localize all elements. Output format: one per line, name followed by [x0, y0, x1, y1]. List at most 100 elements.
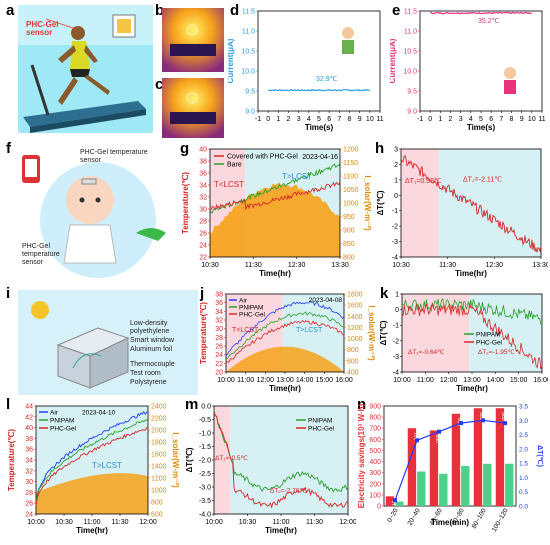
expenditure-bar: [461, 466, 470, 506]
y-tick-label: -1: [393, 323, 399, 330]
x-tick-label: 10:30: [392, 262, 410, 269]
delta-t2-annotation: ΔT₂=-2.11℃: [463, 176, 502, 183]
label-smart-window: Smart window: [130, 337, 174, 344]
x-tick-label: 13:00: [463, 377, 481, 384]
legend-label: Covered with PHC-Gel: [227, 154, 298, 161]
plot-frame: [383, 405, 517, 507]
x-tick-label: 10:00: [27, 519, 45, 526]
baby-sensor-image: [22, 155, 166, 278]
y-tick-label: 11.0: [242, 29, 255, 36]
electricity-bar: [407, 428, 417, 506]
y2-tick-label: 3.5: [519, 404, 528, 411]
y2-tick-label: 800: [343, 255, 355, 262]
x-tick-label: 11:00: [84, 519, 101, 526]
y2-tick-label: 2.0: [519, 446, 528, 453]
x-tick-label: 13:30: [331, 262, 349, 269]
y-tick-label: 36: [25, 447, 33, 454]
x-tick-label: 14:00: [487, 377, 505, 384]
x-tick-label: 10:30: [201, 262, 219, 269]
x-tick-label: 11:00: [273, 519, 290, 526]
x-tick-label: -1: [417, 116, 423, 123]
y-axis-label: ΔT(℃): [376, 190, 385, 215]
figure-body-icon: [342, 40, 354, 54]
panel-letter-a: a: [6, 2, 15, 19]
x-tick-label: 15:00: [510, 377, 528, 384]
y2-tick-label: 400: [347, 370, 359, 377]
bar-data-label: 880: [500, 412, 506, 421]
panel-letter-j: j: [200, 285, 205, 302]
delta-t-series-line: [213, 412, 349, 509]
y-tick-label: -2: [392, 224, 398, 231]
y2-tick-label: 1000: [151, 488, 167, 495]
delta-t-series-line: [213, 409, 349, 493]
panel-letter-f: f: [6, 140, 11, 157]
x-tick-label: 11:00: [237, 377, 254, 384]
delta-t2-annotation: ΔT₂=-2.76℃: [270, 487, 307, 494]
x-tick-label: 0: [266, 116, 270, 123]
x-axis-label: Time(hr): [269, 384, 301, 393]
x-tick-label: 5: [317, 116, 321, 123]
y-tick-label: 26: [25, 501, 33, 508]
x-axis-label: Time(hr): [259, 269, 291, 278]
x-tick-label: 3: [459, 116, 463, 123]
y2-tick-label: 1050: [343, 187, 359, 194]
x-axis-label: Time(hr): [456, 384, 488, 393]
panel-letter-g: g: [180, 140, 190, 157]
delta-t-marker: [503, 421, 507, 426]
y-axis-label: Electricity savings(10³ W·h): [357, 403, 366, 508]
x-tick-label: 3: [297, 116, 301, 123]
y-tick-label: 44: [25, 404, 33, 411]
x-tick-label: 13:00: [276, 377, 294, 384]
delta-t1-annotation: ΔT₁=-0.64℃: [408, 349, 445, 356]
panel-letter-m: m: [185, 396, 199, 413]
current-series-line: [430, 11, 533, 15]
chart-g-temperature: 22 24 26 28 30 32 34 36 38 40 10:30 11:30 12:30 13:30…: [181, 147, 372, 279]
y-tick-label: -1.0: [199, 431, 211, 438]
x-tick-label: 10:00: [217, 377, 235, 384]
sensor-label: PHC-Gel sensor: [26, 20, 59, 37]
legend-label: PNIPAM: [476, 332, 500, 339]
y2-tick-label: 1200: [347, 325, 363, 332]
y-tick-label: 30: [199, 207, 207, 214]
x-tick-label: 12:00: [339, 519, 356, 526]
y-tick-label: 9.5: [407, 89, 417, 96]
y-tick-label: 34: [25, 458, 33, 465]
y-axis-label: ΔT(℃): [379, 320, 388, 345]
y2-tick-label: 1150: [343, 160, 358, 167]
y-tick-label: -3.5: [199, 498, 211, 505]
delta-t-series-line: [401, 302, 543, 370]
y-axis-label: Temperature(℃): [199, 302, 208, 365]
y-axis-label: Current(μA): [390, 38, 397, 83]
label-ldpe: Low-density polyethylene: [130, 320, 170, 335]
x-tick-label: 16:00: [335, 377, 353, 384]
temperature-series-line: [35, 419, 149, 503]
y2-tick-label: 2.5: [519, 432, 528, 439]
legend-label: PHC-Gel: [476, 340, 503, 347]
y-tick-label: -3: [392, 239, 398, 246]
y-tick-label: 100: [369, 492, 381, 499]
panel-letter-h: h: [375, 140, 385, 157]
x-tick-label: 11:00: [417, 377, 434, 384]
x-tick-label: 10:30: [239, 519, 257, 526]
label-polystyrene: Polystyrene: [130, 379, 167, 386]
x-tick-label: 12:30: [486, 262, 504, 269]
y2-tick-label: 0.5: [519, 489, 528, 496]
panel-letter-k: k: [380, 285, 389, 302]
y-tick-label: -2: [393, 338, 399, 345]
y-tick-label: 28: [199, 219, 207, 226]
x-axis-label: Time(hr): [76, 526, 108, 535]
y-tick-label: -2.5: [199, 471, 211, 478]
y-axis-label: Current(μA): [228, 38, 235, 83]
y2-tick-label: 1.0: [519, 475, 528, 482]
y-tick-label: 11.5: [242, 9, 255, 16]
y2-tick-label: 0.0: [519, 504, 528, 511]
y2-tick-label: 2000: [151, 428, 167, 435]
temperature-annotation: 32.9℃: [316, 76, 338, 83]
delta-t1-annotation: ΔT₁=0.98℃: [405, 178, 442, 185]
y2-axis-label: I_solar(W·m⁻²): [367, 305, 376, 361]
y-tick-label: 32: [215, 318, 223, 325]
x-tick-label: 12:00: [257, 377, 275, 384]
y-tick-label: -1: [392, 208, 398, 215]
chart-e-current: 9.0 9.5 10.0 10.5 11.0 11.5 -1 0 1 2 3 4 5 6 7 8 9 10 11 Ti…: [390, 9, 546, 133]
